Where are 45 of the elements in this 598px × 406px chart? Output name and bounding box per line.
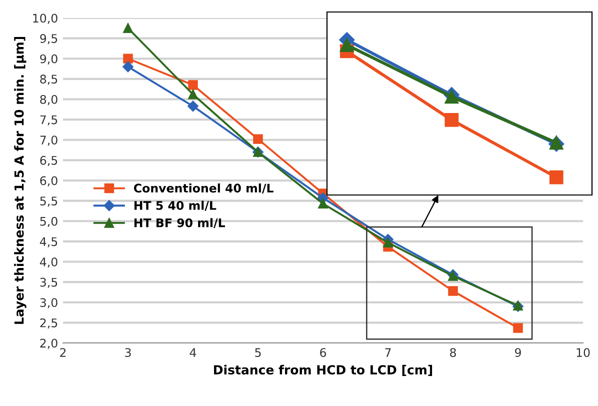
x-tick-label: 10 bbox=[576, 348, 590, 357]
y-axis-title: Layer thickness at 1,5 A for 10 min. [µm] bbox=[14, 36, 26, 324]
point bbox=[253, 134, 263, 144]
point bbox=[188, 80, 198, 90]
x-tick-label: 5 bbox=[255, 348, 261, 357]
point bbox=[549, 170, 564, 184]
y-tick-label: 4,0 bbox=[40, 257, 58, 268]
y-tick-label: 3,5 bbox=[40, 278, 58, 288]
point bbox=[513, 323, 523, 333]
point bbox=[123, 54, 133, 64]
x-tick-label: 9 bbox=[514, 348, 521, 357]
y-tick-label: 6,5 bbox=[40, 156, 58, 166]
x-tick-label: 2 bbox=[60, 348, 66, 357]
y-tick-label: 9,5 bbox=[40, 34, 58, 44]
y-tick-label: 4,5 bbox=[40, 237, 58, 248]
y-tick-label: 8,5 bbox=[40, 74, 58, 85]
legend-label: HT BF 90 ml/L bbox=[134, 218, 225, 228]
y-tick-label: 7,5 bbox=[40, 115, 58, 126]
y-tick-label: 2,0 bbox=[40, 338, 58, 349]
x-tick-label: 8 bbox=[450, 348, 456, 357]
y-tick-label: 5,5 bbox=[40, 196, 58, 207]
point bbox=[383, 238, 393, 248]
y-tick-label: 10,0 bbox=[33, 14, 58, 24]
x-tick-label: 6 bbox=[320, 348, 326, 357]
point bbox=[188, 90, 198, 100]
point bbox=[122, 61, 134, 72]
y-tick-label: 2,5 bbox=[40, 318, 58, 329]
legend-label: Conventionel 40 ml/L bbox=[134, 183, 274, 194]
y-tick-label: 3,0 bbox=[40, 298, 58, 308]
x-tick-label: 3 bbox=[125, 348, 131, 357]
y-tick-label: 6,0 bbox=[40, 176, 58, 186]
legend-label: HT 5 40 ml/L bbox=[134, 200, 216, 211]
y-tick-label: 7,0 bbox=[40, 136, 58, 146]
point bbox=[448, 286, 458, 296]
point bbox=[340, 38, 354, 52]
point bbox=[444, 112, 459, 127]
y-tick-label: 9,0 bbox=[40, 54, 58, 64]
x-axis-title: Distance from HCD to LCD [cm] bbox=[214, 364, 432, 376]
x-tick-label: 7 bbox=[385, 348, 391, 357]
y-tick-label: 8,0 bbox=[40, 94, 58, 106]
point bbox=[123, 23, 133, 34]
y-tick-label: 5,0 bbox=[40, 216, 58, 227]
point bbox=[318, 198, 328, 209]
point bbox=[188, 100, 198, 112]
x-tick-label: 4 bbox=[190, 348, 196, 357]
